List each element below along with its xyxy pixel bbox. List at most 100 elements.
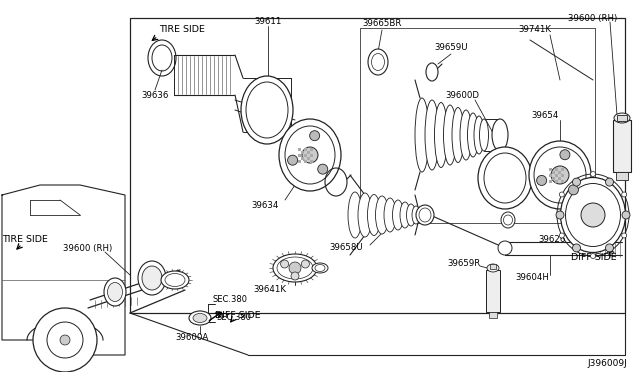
Text: 39611: 39611: [254, 17, 282, 26]
Text: 39600A: 39600A: [175, 334, 209, 343]
Ellipse shape: [467, 113, 479, 157]
Circle shape: [317, 164, 328, 174]
Bar: [617, 115, 627, 121]
Circle shape: [47, 322, 83, 358]
Ellipse shape: [273, 254, 317, 282]
Circle shape: [605, 178, 614, 186]
Ellipse shape: [138, 261, 166, 295]
Ellipse shape: [534, 147, 586, 203]
Text: 39665BR: 39665BR: [362, 19, 402, 29]
Circle shape: [568, 185, 579, 195]
Circle shape: [559, 192, 564, 197]
Ellipse shape: [614, 113, 630, 123]
Text: 39600D: 39600D: [445, 90, 479, 99]
Bar: [552, 177, 554, 180]
Ellipse shape: [416, 205, 434, 225]
Text: DIFF SIDE: DIFF SIDE: [572, 253, 617, 263]
Bar: [307, 157, 310, 160]
Ellipse shape: [392, 200, 403, 230]
Circle shape: [280, 260, 289, 268]
Bar: [298, 154, 301, 157]
Circle shape: [605, 244, 614, 252]
Ellipse shape: [368, 49, 388, 75]
Ellipse shape: [460, 110, 472, 160]
Text: 39604H: 39604H: [515, 273, 549, 282]
Ellipse shape: [501, 212, 515, 228]
Circle shape: [33, 308, 97, 372]
Bar: [301, 157, 303, 160]
Text: 39641K: 39641K: [253, 285, 287, 295]
Ellipse shape: [148, 40, 176, 76]
Ellipse shape: [474, 116, 484, 154]
Text: 39659R: 39659R: [447, 259, 481, 267]
Bar: [310, 160, 312, 163]
Text: 39659U: 39659U: [434, 44, 468, 52]
Circle shape: [291, 272, 299, 280]
Ellipse shape: [529, 141, 591, 209]
Ellipse shape: [492, 119, 508, 151]
Bar: [310, 148, 312, 151]
Bar: [310, 154, 312, 157]
Ellipse shape: [419, 208, 431, 222]
Bar: [130, 18, 625, 313]
Circle shape: [573, 178, 580, 186]
Bar: [360, 28, 595, 223]
Ellipse shape: [358, 193, 372, 237]
Text: SEC.380: SEC.380: [212, 295, 248, 305]
Circle shape: [591, 253, 595, 259]
Ellipse shape: [241, 76, 293, 144]
Bar: [490, 264, 496, 269]
Bar: [304, 148, 307, 151]
Ellipse shape: [415, 98, 429, 172]
Circle shape: [622, 211, 630, 219]
Circle shape: [301, 260, 309, 268]
Circle shape: [560, 150, 570, 160]
Ellipse shape: [444, 105, 456, 165]
Ellipse shape: [400, 202, 410, 228]
Bar: [549, 168, 552, 170]
Text: 39654: 39654: [531, 110, 559, 119]
Ellipse shape: [371, 54, 385, 71]
Text: 39600 (RH): 39600 (RH): [568, 13, 618, 22]
Text: TIRE SIDE: TIRE SIDE: [159, 26, 205, 35]
Ellipse shape: [566, 183, 621, 247]
Text: 39634: 39634: [252, 201, 278, 209]
Circle shape: [556, 211, 564, 219]
Text: 39626: 39626: [538, 235, 566, 244]
Ellipse shape: [435, 103, 447, 167]
Bar: [549, 180, 552, 183]
Ellipse shape: [108, 282, 122, 301]
Ellipse shape: [478, 147, 532, 209]
Circle shape: [287, 155, 298, 165]
Ellipse shape: [104, 278, 126, 306]
Circle shape: [302, 147, 318, 163]
Text: 39636: 39636: [141, 90, 169, 99]
Bar: [613, 120, 631, 172]
Bar: [486, 270, 500, 312]
Ellipse shape: [487, 264, 499, 272]
Circle shape: [573, 244, 580, 252]
Circle shape: [60, 335, 70, 345]
Ellipse shape: [152, 45, 172, 71]
Bar: [304, 154, 307, 157]
Ellipse shape: [193, 314, 207, 323]
Text: 39658U: 39658U: [329, 244, 363, 253]
Ellipse shape: [406, 204, 415, 226]
Ellipse shape: [315, 264, 325, 272]
Ellipse shape: [189, 311, 211, 325]
Bar: [561, 168, 563, 170]
Ellipse shape: [384, 198, 396, 232]
Ellipse shape: [504, 215, 513, 225]
Ellipse shape: [246, 82, 288, 138]
Bar: [489, 312, 497, 318]
Circle shape: [551, 166, 569, 184]
Ellipse shape: [367, 195, 381, 235]
Bar: [561, 174, 563, 176]
Ellipse shape: [165, 273, 185, 286]
Ellipse shape: [376, 196, 388, 234]
Ellipse shape: [452, 108, 464, 163]
Ellipse shape: [425, 100, 439, 170]
Bar: [298, 160, 301, 163]
Ellipse shape: [285, 126, 335, 184]
Ellipse shape: [142, 266, 162, 290]
